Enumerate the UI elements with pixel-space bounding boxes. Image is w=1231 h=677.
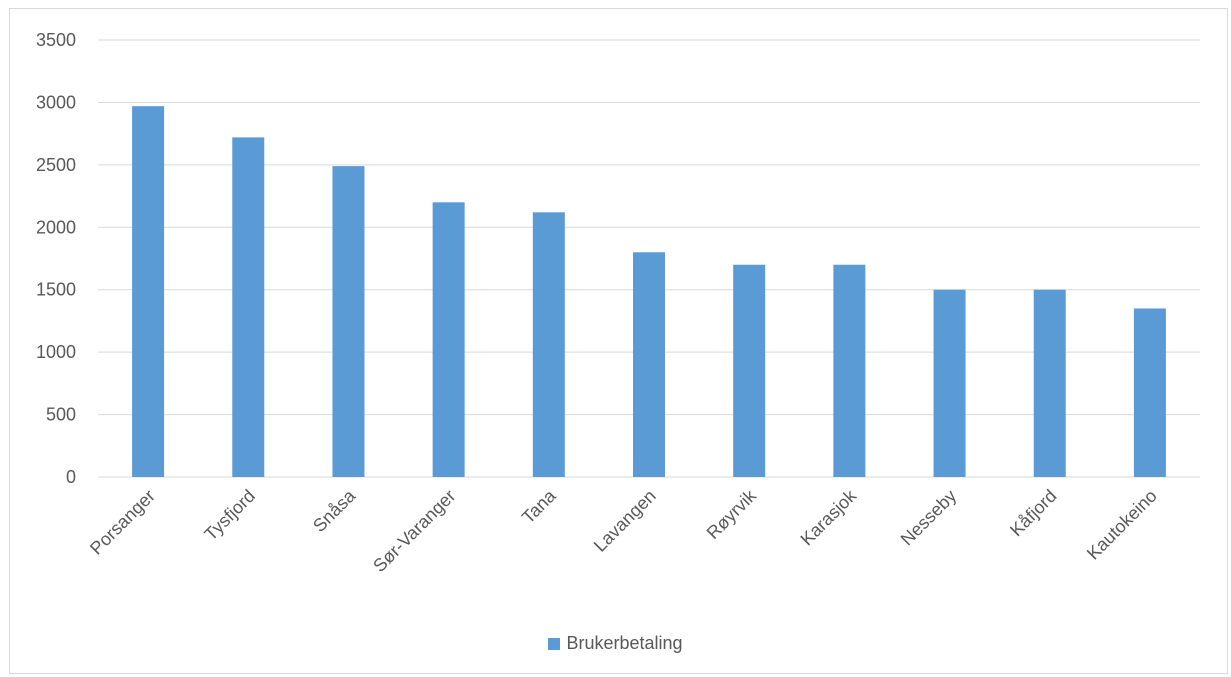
x-tick-label: Kautokeino [1083,486,1161,564]
bar-Røyrvik [733,264,766,477]
x-tick-label: Kåfjord [1006,486,1060,540]
bar-Tysfjord [232,137,265,478]
y-tick-label: 2000 [36,217,76,237]
y-tick-label: 1500 [36,280,76,300]
y-tick-label: 3500 [36,30,76,50]
bar-Porsanger [132,106,165,477]
y-tick-label: 0 [66,467,76,487]
bar-Nesseby [933,289,966,477]
legend-swatch [548,638,561,650]
y-axis-ticks: 0 500 1000 1500 2000 2500 3000 3500 [36,30,76,487]
x-tick-label: Røyrvik [703,485,761,543]
y-tick-label: 500 [46,405,76,425]
x-tick-label: Tysfjord [200,486,259,545]
x-axis-ticks: Porsanger Tysfjord Snåsa Sør-Varanger Tana La… [86,485,1161,576]
legend-label: Brukerbetaling [566,633,683,653]
bar-Karasjok [833,264,866,477]
legend: Brukerbetaling [0,633,1231,654]
bar-Tana [532,212,565,477]
bar-Kåfjord [1033,289,1066,477]
bar-Sør-Varanger [432,202,465,478]
y-tick-label: 3000 [36,92,76,112]
x-tick-label: Lavangen [590,486,660,556]
x-tick-label: Porsanger [86,486,159,559]
x-tick-label: Snåsa [309,485,360,536]
y-tick-label: 2500 [36,155,76,175]
x-tick-label: Karasjok [797,485,861,549]
bar-Snåsa [332,166,365,477]
bars [132,106,1166,478]
x-tick-label: Sør-Varanger [369,486,459,576]
chart-area [9,8,1228,674]
bar-Lavangen [633,252,665,477]
bar-Kautokeino [1133,308,1166,477]
x-tick-label: Nesseby [897,486,961,550]
x-tick-label: Tana [518,485,560,527]
y-tick-label: 1000 [36,342,76,362]
